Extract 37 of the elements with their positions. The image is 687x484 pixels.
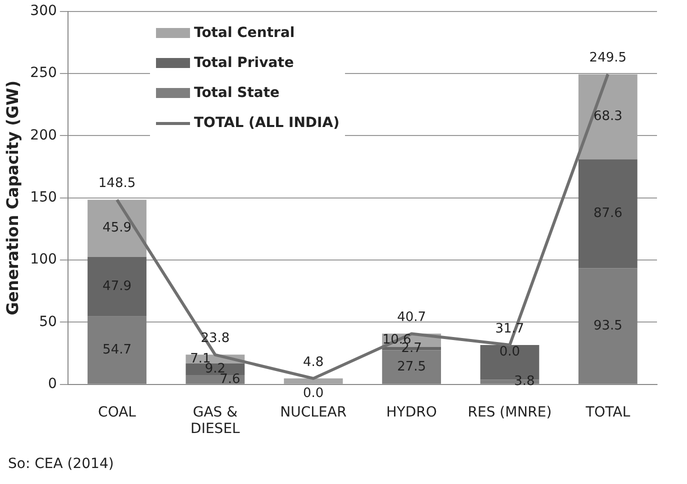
text: So: CEA (2014): [8, 456, 114, 472]
x-tick-label: RES (MNRE): [468, 404, 552, 420]
bar: [578, 74, 638, 160]
y-tick-label: 50: [39, 314, 57, 330]
bar: [284, 378, 343, 384]
total-label: 40.7: [397, 310, 426, 326]
y-tick-label: 150: [30, 190, 57, 206]
data-label: 93.5: [593, 318, 622, 334]
data-label: 68.3: [593, 109, 622, 124]
data-label: 54.7: [102, 342, 132, 358]
data-label: 27.5: [397, 359, 426, 374]
data-label: 0.0: [303, 386, 324, 401]
data-label: 45.9: [102, 220, 132, 236]
total-label: 249.5: [589, 50, 627, 66]
bar: [88, 256, 146, 316]
x-tick-label: TOTAL: [584, 404, 630, 420]
x-tick-label: NUCLEAR: [280, 404, 347, 420]
x-tick-label: GAS & DIESEL: [190, 404, 240, 438]
y-tick-label: 100: [30, 252, 57, 268]
legend-label: Total Central: [194, 25, 295, 41]
bar: [88, 200, 146, 257]
legend-label: Total State: [194, 85, 280, 101]
y-tick-label: 250: [30, 65, 57, 82]
data-label: 7.6: [220, 372, 240, 387]
y-tick-label: 300: [30, 3, 57, 20]
y-tick-label: 200: [30, 127, 57, 144]
legend-label: TOTAL (ALL INDIA): [194, 115, 340, 131]
x-tick-label: COAL: [98, 404, 136, 420]
y-axis-title: Generation Capacity (GW): [2, 80, 22, 316]
total-label: 148.5: [98, 176, 136, 192]
data-label: 87.6: [593, 206, 622, 222]
legend-label: Total Private: [194, 55, 294, 71]
data-label: 0.0: [499, 344, 520, 360]
total-label: 4.8: [303, 354, 324, 370]
data-label: 47.9: [102, 278, 132, 294]
x-tick-label: HYDRO: [386, 404, 437, 420]
y-tick-label: 0: [48, 376, 57, 392]
